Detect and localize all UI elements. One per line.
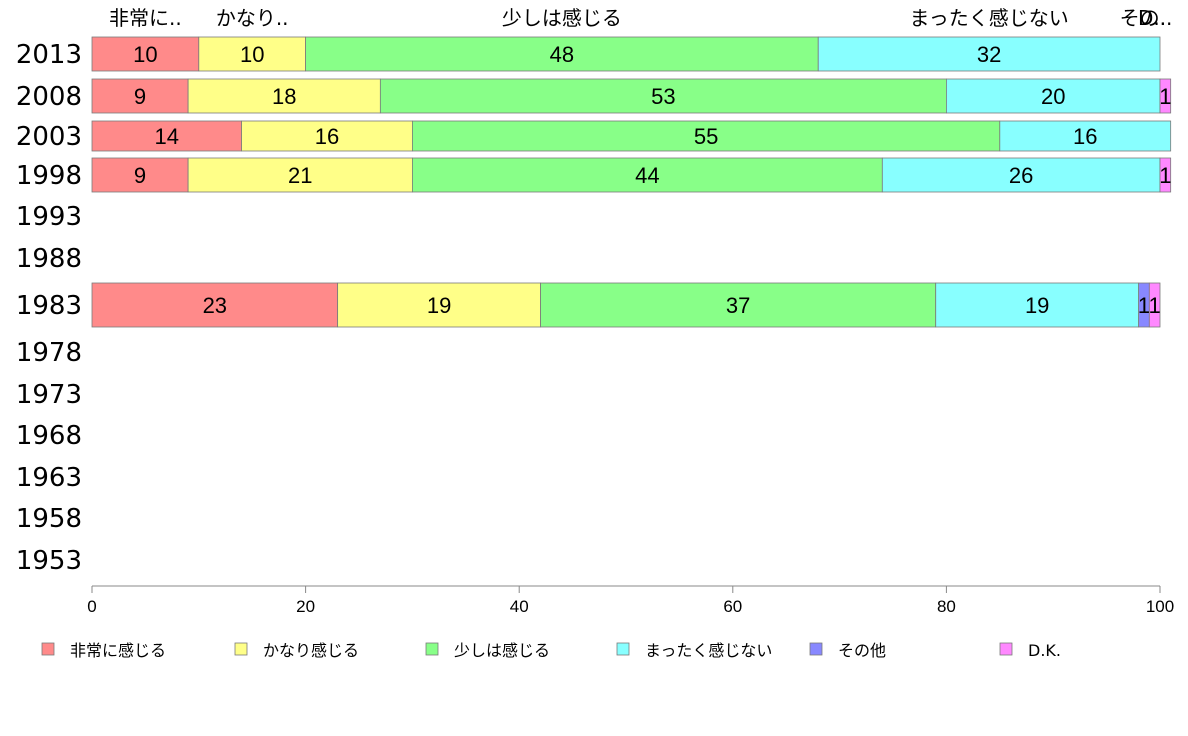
year-label-1983: 1983 xyxy=(16,291,82,321)
value-label-1998-series-2: 44 xyxy=(635,163,659,188)
bar-2013-series-3 xyxy=(817,36,1161,72)
x-tick-label-40: 40 xyxy=(510,597,529,616)
top-segment-label-3: まったく感じない xyxy=(910,6,1069,30)
value-label-2008-series-0: 9 xyxy=(134,84,146,109)
bar-1983-series-1 xyxy=(337,282,541,328)
value-label-1998-series-1: 21 xyxy=(288,163,312,188)
value-label-1983-series-1: 19 xyxy=(427,293,451,318)
year-label-1973: 1973 xyxy=(16,380,82,410)
value-label-1983-series-5: 1 xyxy=(1149,293,1161,318)
bar-2003-series-0 xyxy=(91,120,242,152)
bar-1998-series-0 xyxy=(91,157,189,193)
year-label-1953: 1953 xyxy=(16,546,82,576)
bar-2003-series-2 xyxy=(411,120,1001,152)
bar-1983-series-2 xyxy=(540,282,937,328)
legend-label-5: D.K. xyxy=(1028,641,1061,660)
legend-swatch-4 xyxy=(809,642,823,656)
value-label-1983-series-3: 19 xyxy=(1025,293,1049,318)
value-label-2003-series-0: 14 xyxy=(155,124,179,149)
bar-2008-series-1 xyxy=(187,78,381,114)
legend-label-4: その他 xyxy=(838,641,886,660)
legend-swatch-2 xyxy=(425,642,439,656)
x-tick-label-100: 100 xyxy=(1146,597,1174,616)
year-label-2013: 2013 xyxy=(16,40,82,70)
value-label-1998-series-0: 9 xyxy=(134,163,146,188)
bar-1983-series-3 xyxy=(935,282,1140,328)
legend-swatch-0 xyxy=(41,642,55,656)
value-label-2003-series-3: 16 xyxy=(1073,124,1097,149)
legend-label-2: 少しは感じる xyxy=(454,641,550,660)
top-segment-label-2: 少しは感じる xyxy=(502,6,622,30)
year-label-2008: 2008 xyxy=(16,82,82,112)
bar-2003-series-1 xyxy=(241,120,413,152)
legend-label-0: 非常に感じる xyxy=(70,641,166,660)
top-segment-label-4: その.. xyxy=(1120,6,1173,30)
bar-2003-series-3 xyxy=(999,120,1172,152)
top-segment-label-0: 非常に.. xyxy=(109,6,182,30)
value-label-2008-series-2: 53 xyxy=(651,84,675,109)
legend-label-3: まったく感じない xyxy=(645,641,772,660)
bar-2008-series-0 xyxy=(91,78,189,114)
year-label-1998: 1998 xyxy=(16,161,82,191)
value-label-2003-series-2: 55 xyxy=(694,124,718,149)
value-label-2013-series-1: 10 xyxy=(240,42,264,67)
bar-2008-series-2 xyxy=(379,78,947,114)
legend-swatch-1 xyxy=(234,642,248,656)
x-tick-label-20: 20 xyxy=(296,597,315,616)
year-label-2003: 2003 xyxy=(16,122,82,152)
value-label-1983-series-0: 23 xyxy=(203,293,227,318)
bar-1983-series-5 xyxy=(1148,282,1161,328)
value-label-2013-series-2: 48 xyxy=(550,42,574,67)
year-label-1988: 1988 xyxy=(16,244,82,274)
value-label-1983-series-2: 37 xyxy=(726,293,750,318)
bar-1983-series-0 xyxy=(91,282,339,328)
value-label-1983-series-4: 1 xyxy=(1138,293,1150,318)
bar-1998-series-5 xyxy=(1159,157,1172,193)
year-label-1978: 1978 xyxy=(16,338,82,368)
x-tick-label-60: 60 xyxy=(723,597,742,616)
value-label-2003-series-1: 16 xyxy=(315,124,339,149)
year-label-1993: 1993 xyxy=(16,202,82,232)
bar-2013-series-1 xyxy=(198,36,307,72)
bar-1998-series-2 xyxy=(411,157,883,193)
bar-2013-series-0 xyxy=(91,36,200,72)
value-label-1998-series-3: 26 xyxy=(1009,163,1033,188)
value-label-2008-series-3: 20 xyxy=(1041,84,1065,109)
value-label-1998-series-5: 1 xyxy=(1159,163,1171,188)
value-label-2008-series-1: 18 xyxy=(272,84,296,109)
bar-1998-series-1 xyxy=(187,157,413,193)
top-segment-label-1: かなり.. xyxy=(216,6,289,30)
x-tick-label-0: 0 xyxy=(87,597,96,616)
top-segment-label-5: D.. xyxy=(1138,6,1166,30)
bar-2008-series-3 xyxy=(946,78,1161,114)
value-label-2013-series-0: 10 xyxy=(133,42,157,67)
year-label-1963: 1963 xyxy=(16,463,82,493)
bar-2013-series-2 xyxy=(305,36,819,72)
value-label-2008-series-5: 1 xyxy=(1159,84,1171,109)
legend-swatch-5 xyxy=(999,642,1013,656)
bar-2008-series-5 xyxy=(1159,78,1172,114)
x-tick-label-80: 80 xyxy=(937,597,956,616)
year-label-1968: 1968 xyxy=(16,421,82,451)
legend-swatch-3 xyxy=(616,642,630,656)
year-label-1958: 1958 xyxy=(16,504,82,534)
value-label-2013-series-3: 32 xyxy=(977,42,1001,67)
legend-label-1: かなり感じる xyxy=(263,641,359,660)
